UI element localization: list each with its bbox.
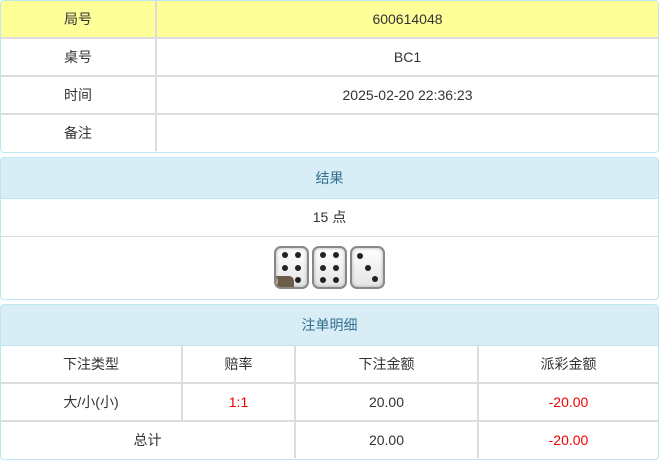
table-header: 下注类型 赔率 下注金额 派彩金额 — [1, 346, 658, 383]
header-payout: 派彩金额 — [540, 356, 597, 372]
pip — [320, 276, 327, 283]
pip — [332, 252, 339, 259]
row-round-id: 局号 600614048 — [1, 1, 658, 39]
label: 备注 — [1, 113, 157, 151]
pip — [320, 264, 327, 271]
label: 时间 — [1, 75, 157, 115]
pip — [364, 264, 371, 271]
total-row: 总计 20.00 -20.00 — [1, 420, 658, 458]
pip — [332, 264, 339, 271]
result-title: 结果 — [1, 158, 658, 199]
pip — [282, 264, 289, 271]
pip — [320, 252, 327, 259]
bet-amount: 20.00 — [295, 382, 479, 421]
total-amount: 20.00 — [295, 420, 479, 458]
label: 桌号 — [1, 37, 157, 77]
die-face-3 — [350, 246, 385, 289]
pip — [372, 276, 379, 283]
pip — [294, 252, 301, 259]
payout: -20.00 — [478, 382, 658, 421]
value — [155, 113, 658, 151]
round-info-table: 局号 600614048 桌号 BC1 时间 2025-02-20 22:36:23 … — [0, 0, 659, 153]
header-bet-type: 下注类型 — [1, 346, 183, 383]
pip — [332, 276, 339, 283]
label: 局号 — [1, 1, 157, 39]
row-remark: 备注 — [1, 113, 658, 151]
die-face-6 — [312, 246, 347, 289]
bet-details-panel: 注单明细 下注类型 赔率 下注金额 派彩金额 大/小(小) 1:1 20.00 … — [0, 304, 659, 460]
odds: 1:1 — [182, 382, 296, 421]
result-points: 15 点 — [1, 199, 658, 237]
total-label: 总计 — [1, 420, 296, 458]
result-panel: 结果 15 点 i — [0, 157, 659, 300]
header-odds: 赔率 — [182, 346, 296, 383]
bet-type: 大/小(小) — [1, 382, 183, 421]
pip — [294, 264, 301, 271]
pip — [294, 276, 301, 283]
dice-row: i — [1, 237, 658, 289]
pip — [282, 252, 289, 259]
value: BC1 — [155, 37, 658, 77]
pip — [356, 252, 363, 259]
value: 2025-02-20 22:36:23 — [155, 75, 658, 115]
row-table: 桌号 BC1 — [1, 37, 658, 77]
bet-details-title: 注单明细 — [1, 305, 658, 346]
die-face-6: i — [274, 246, 309, 289]
info-badge[interactable]: i — [276, 276, 294, 287]
header-amount: 下注金额 — [295, 346, 479, 383]
table-row: 大/小(小) 1:1 20.00 -20.00 — [1, 382, 658, 421]
row-time: 时间 2025-02-20 22:36:23 — [1, 75, 658, 115]
value: 600614048 — [155, 1, 658, 39]
total-payout: -20.00 — [478, 420, 658, 458]
